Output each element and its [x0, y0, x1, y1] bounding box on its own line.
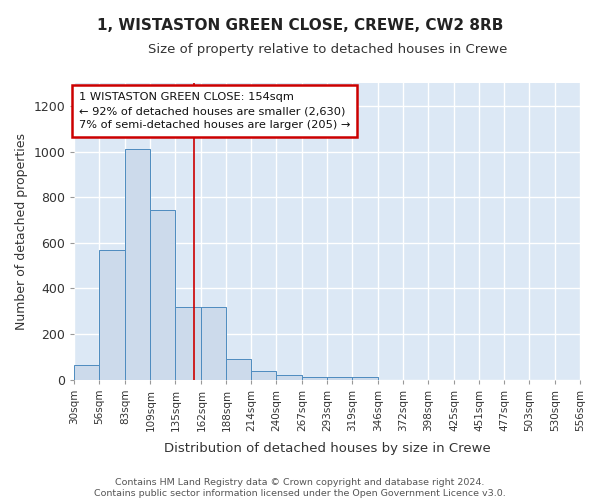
Bar: [226, 358, 251, 380]
Bar: [302, 378, 327, 380]
Bar: [327, 378, 352, 380]
Text: 1 WISTASTON GREEN CLOSE: 154sqm
← 92% of detached houses are smaller (2,630)
7% : 1 WISTASTON GREEN CLOSE: 154sqm ← 92% of…: [79, 92, 350, 130]
Text: Contains HM Land Registry data © Crown copyright and database right 2024.
Contai: Contains HM Land Registry data © Crown c…: [94, 478, 506, 498]
Text: 1, WISTASTON GREEN CLOSE, CREWE, CW2 8RB: 1, WISTASTON GREEN CLOSE, CREWE, CW2 8RB: [97, 18, 503, 32]
Bar: [202, 306, 226, 380]
Bar: [352, 378, 378, 380]
Title: Size of property relative to detached houses in Crewe: Size of property relative to detached ho…: [148, 42, 507, 56]
Bar: [276, 375, 302, 380]
Bar: [100, 250, 125, 380]
X-axis label: Distribution of detached houses by size in Crewe: Distribution of detached houses by size …: [164, 442, 491, 455]
Bar: [251, 370, 276, 380]
Y-axis label: Number of detached properties: Number of detached properties: [15, 133, 28, 330]
Bar: [151, 210, 175, 380]
Bar: [74, 365, 100, 380]
Bar: [125, 149, 151, 380]
Bar: [175, 306, 202, 380]
